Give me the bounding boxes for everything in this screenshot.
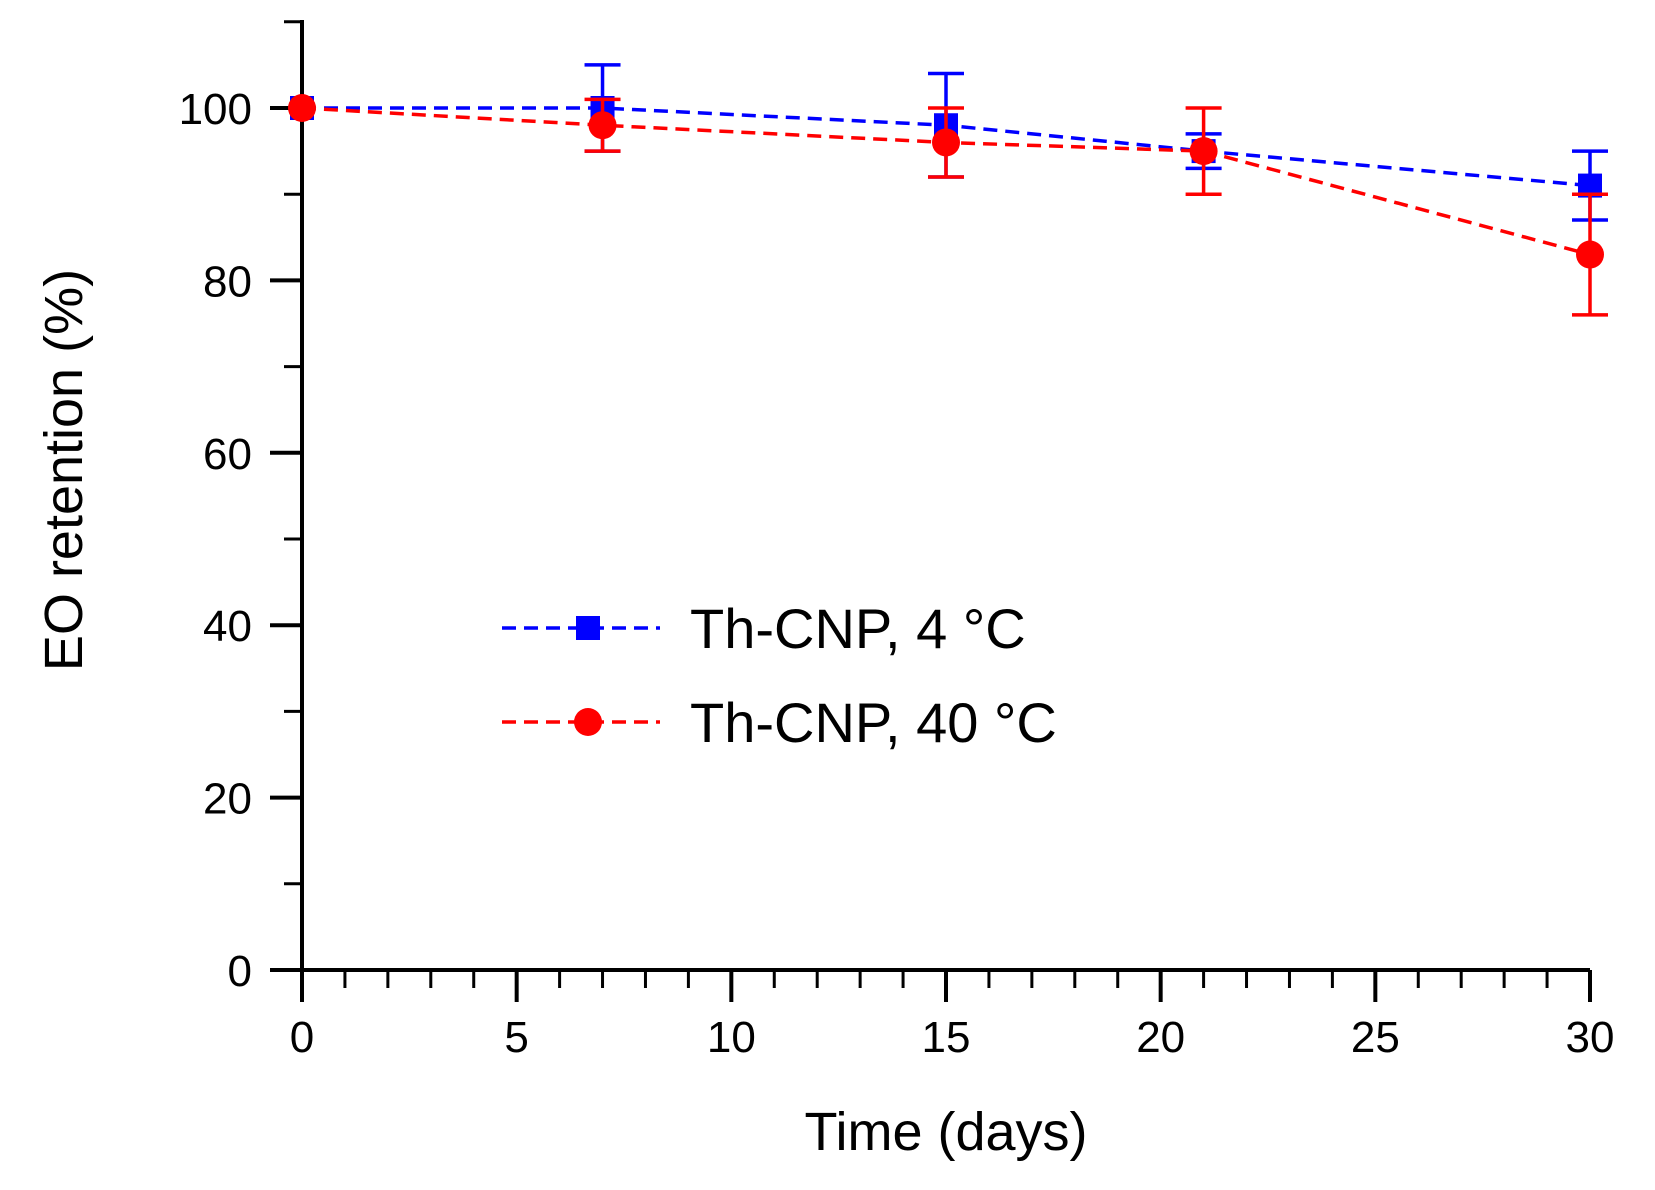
series-layer <box>288 63 1608 317</box>
x-tick-label: 5 <box>504 1013 528 1062</box>
x-tick-label: 0 <box>290 1013 314 1062</box>
series-th-cnp-40c <box>288 94 1608 317</box>
y-tick-label: 60 <box>203 430 252 479</box>
x-tick-label: 30 <box>1566 1013 1615 1062</box>
data-point <box>1576 240 1604 269</box>
y-tick-label: 100 <box>179 85 252 134</box>
y-tick-label: 0 <box>228 947 252 996</box>
x-tick-label: 10 <box>707 1013 756 1062</box>
data-point <box>588 111 617 140</box>
legend-item: Th-CNP, 40 °C <box>502 691 1057 754</box>
data-point <box>1189 137 1218 166</box>
x-tick-label: 20 <box>1136 1013 1185 1062</box>
legend-marker <box>574 708 602 736</box>
legend-label: Th-CNP, 40 °C <box>690 691 1057 754</box>
legend-marker <box>576 616 600 640</box>
x-tick-label: 15 <box>922 1013 971 1062</box>
y-tick-label: 20 <box>203 775 252 824</box>
tick-labels: 0 5 10 15 20 25 30 0 20 40 60 80 100 <box>179 85 1615 1062</box>
legend-label: Th-CNP, 4 °C <box>690 597 1026 660</box>
y-tick-label: 40 <box>203 602 252 651</box>
x-axis-title: Time (days) <box>804 1102 1087 1162</box>
y-tick-label: 80 <box>203 257 252 306</box>
data-point <box>932 128 960 157</box>
x-tick-label: 25 <box>1351 1013 1400 1062</box>
legend: Th-CNP, 4 °C Th-CNP, 40 °C <box>502 597 1057 754</box>
y-axis-title: EO retention (%) <box>34 269 94 671</box>
legend-item: Th-CNP, 4 °C <box>502 597 1026 660</box>
data-point <box>288 94 316 122</box>
